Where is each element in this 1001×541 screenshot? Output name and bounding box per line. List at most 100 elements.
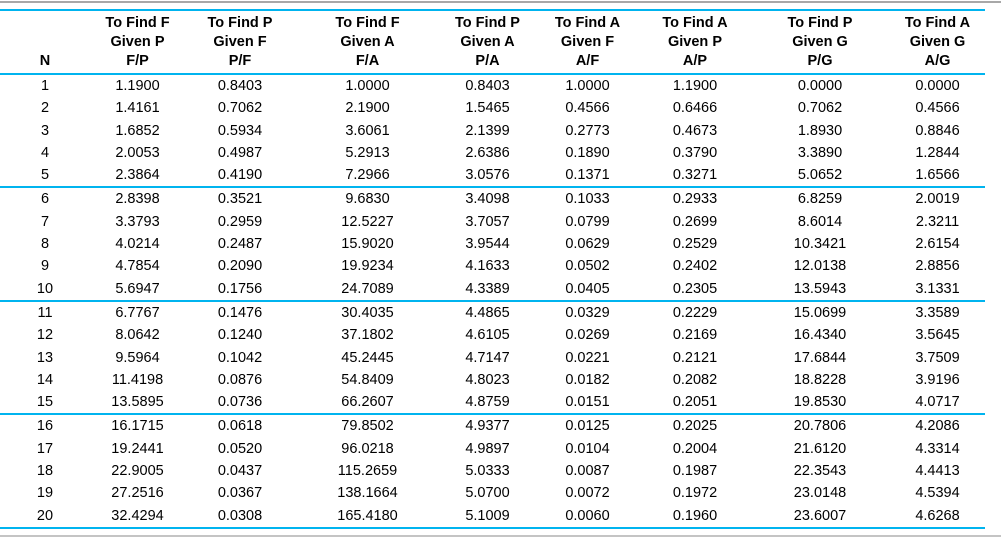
cell-factor-a-f: 0.0799 — [565, 213, 610, 230]
cell-factor-a-g: 4.4413 — [915, 463, 960, 480]
cell-factor-p-a: 4.4865 — [465, 304, 510, 321]
cell-factor-p-f: 0.0876 — [217, 371, 263, 388]
cell-factor-a-p: 0.2529 — [672, 236, 718, 253]
cell-factor-a-p: 0.2082 — [672, 371, 718, 388]
cell-factor-a-p: 0.2933 — [672, 191, 718, 208]
cell-period-n: 16 — [36, 418, 54, 435]
cell-factor-p-f: 0.1756 — [185, 277, 295, 302]
cell-factor-p-g: 12.0138 — [793, 258, 847, 275]
cell-factor-f-p: 5.6947 — [90, 277, 185, 302]
cell-period-n: 9 — [40, 258, 50, 275]
cell-factor-a-g: 0.4566 — [915, 100, 960, 117]
column-header-n: N — [0, 9, 90, 75]
column-header-p-f: To Find P Given F P/F — [185, 9, 295, 75]
header-row: N To Find F Given P F/P To Find P Given F P/F T… — [0, 9, 985, 75]
cell-factor-f-p: 4.7854 — [115, 258, 160, 275]
cell-factor-p-f: 0.0736 — [185, 391, 295, 416]
cell-factor-f-p: 6.7767 — [115, 304, 160, 321]
cell-factor-p-g: 1.8930 — [797, 122, 843, 139]
cell-factor-f-a: 5.2913 — [345, 144, 390, 161]
cell-factor-p-g: 19.8530 — [750, 391, 890, 416]
cell-period-n: 1 — [40, 78, 50, 94]
column-header-line: To Find A — [662, 15, 728, 31]
cell-factor-p-g: 13.5943 — [750, 277, 890, 302]
cell-factor-a-g: 4.3314 — [915, 440, 960, 457]
cell-factor-f-a: 37.1802 — [341, 327, 394, 344]
cell-period-n: 8 — [40, 236, 50, 253]
table-row: 14 11.4198 0.0876 54.8409 4.8023 0.0182 0.2082… — [0, 369, 985, 391]
cell-factor-p-g: 5.0652 — [750, 164, 890, 189]
column-header-a-p: To Find A Given P A/P — [640, 9, 750, 75]
cell-factor-f-p: 27.2516 — [111, 485, 164, 502]
cell-factor-f-p: 19.2441 — [111, 440, 164, 457]
table-row: 16 16.1715 0.0618 79.8502 4.9377 0.0125 0.2025… — [0, 414, 985, 437]
cell-factor-f-a: 96.0218 — [341, 440, 394, 457]
cell-factor-p-f: 0.2959 — [217, 213, 263, 230]
cell-factor-f-a: 54.8409 — [341, 371, 394, 388]
cell-factor-p-f: 0.3521 — [217, 191, 263, 208]
table-row: 20 32.4294 0.0308 165.4180 5.1009 0.0060 0.196… — [0, 504, 985, 529]
table-row: 5 2.3864 0.4190 7.2966 3.0576 0.1371 0.3271 5.0… — [0, 164, 985, 189]
cell-factor-f-p: 11.4198 — [111, 371, 164, 388]
column-header-line: F/A — [355, 53, 380, 69]
column-header-p-a: To Find P Given A P/A — [440, 9, 535, 75]
cell-factor-a-p: 0.1987 — [672, 463, 718, 480]
cell-factor-a-f: 0.0502 — [565, 258, 610, 275]
cell-factor-a-f: 1.0000 — [565, 78, 610, 94]
cell-factor-f-a: 45.2445 — [341, 349, 394, 366]
table-row: 19 27.2516 0.0367 138.1664 5.0700 0.0072 0.197… — [0, 482, 985, 504]
cell-factor-f-p: 22.9005 — [111, 463, 164, 480]
cell-factor-p-f: 0.2090 — [217, 258, 263, 275]
cell-factor-p-a: 4.8023 — [465, 371, 510, 388]
table-row: 6 2.8398 0.3521 9.6830 3.4098 0.1033 0.2933 6.8… — [0, 187, 985, 210]
cell-factor-p-g: 0.0000 — [797, 78, 843, 94]
cell-factor-f-a: 2.1900 — [345, 100, 390, 117]
cell-period-n: 20 — [0, 504, 90, 529]
cell-factor-a-p: 1.1900 — [672, 78, 718, 94]
cell-factor-a-f: 0.0329 — [565, 304, 610, 321]
cell-factor-p-g: 6.8259 — [797, 191, 843, 208]
cell-factor-f-a: 15.9020 — [341, 236, 394, 253]
cell-factor-a-p: 0.2121 — [672, 349, 718, 366]
cell-factor-a-f: 0.0125 — [565, 418, 610, 435]
cell-factor-a-f: 0.4566 — [565, 100, 610, 117]
table-row: 13 9.5964 0.1042 45.2445 4.7147 0.0221 0.2121 1… — [0, 347, 985, 369]
cell-factor-p-f: 0.5934 — [217, 122, 263, 139]
table-row: 18 22.9005 0.0437 115.2659 5.0333 0.0087 0.198… — [0, 460, 985, 482]
column-header-line: Given A — [460, 34, 515, 50]
cell-period-n: 5 — [0, 164, 90, 189]
bottom-frame-line — [0, 535, 1001, 537]
cell-factor-a-g: 4.5394 — [915, 485, 960, 502]
column-header-line: To Find F — [105, 15, 170, 31]
cell-factor-a-p: 0.1960 — [640, 504, 750, 529]
table-header: N To Find F Given P F/P To Find P Given F P/F T… — [0, 9, 985, 75]
cell-factor-p-g: 18.8228 — [793, 371, 847, 388]
cell-factor-a-p: 0.6466 — [672, 100, 718, 117]
cell-factor-a-p: 0.2169 — [672, 327, 718, 344]
cell-factor-p-a: 3.0576 — [440, 164, 535, 189]
cell-period-n: 4 — [40, 144, 50, 161]
cell-factor-p-f: 0.0618 — [217, 418, 263, 435]
cell-factor-a-p: 0.2004 — [672, 440, 718, 457]
cell-factor-f-a: 138.1664 — [337, 485, 398, 502]
cell-factor-f-a: 3.6061 — [345, 122, 390, 139]
cell-factor-f-p: 9.5964 — [115, 349, 160, 366]
cell-factor-p-a: 4.6105 — [465, 327, 510, 344]
cell-factor-a-g: 0.8846 — [915, 122, 960, 139]
cell-factor-f-a: 79.8502 — [341, 418, 394, 435]
cell-factor-p-f: 0.4987 — [217, 144, 263, 161]
column-header-f-a: To Find F Given A F/A — [295, 9, 440, 75]
column-header-line: P/F — [228, 53, 252, 69]
cell-factor-p-g: 23.6007 — [750, 504, 890, 529]
cell-factor-a-g: 2.8856 — [915, 258, 960, 275]
top-frame-line — [0, 1, 1001, 3]
cell-factor-f-p: 2.3864 — [90, 164, 185, 189]
cell-factor-f-a: 115.2659 — [337, 463, 398, 480]
cell-factor-p-a: 3.9544 — [465, 236, 510, 253]
cell-factor-a-f: 0.0182 — [565, 371, 610, 388]
cell-factor-f-p: 1.1900 — [115, 78, 160, 94]
cell-factor-a-f: 0.0072 — [565, 485, 610, 502]
column-header-line: To Find P — [455, 15, 520, 31]
column-header-line: Given F — [213, 34, 267, 50]
cell-factor-p-g: 3.3890 — [797, 144, 843, 161]
